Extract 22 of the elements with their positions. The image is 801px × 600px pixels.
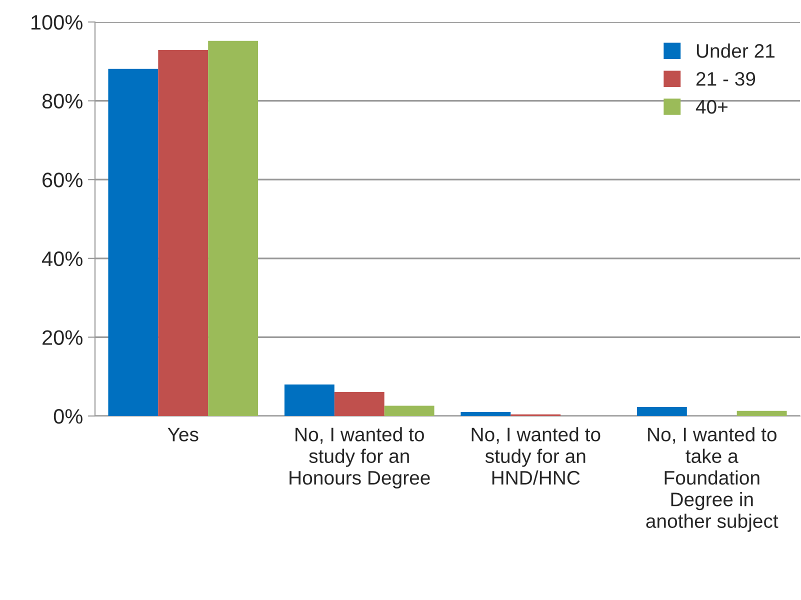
x-tick-label: No, I wanted to study for an Honours Degree <box>290 427 430 489</box>
bar <box>284 384 334 416</box>
x-tick-label: No, I wanted to study for an HND/HNC <box>472 427 600 485</box>
x-tick-label: Yes <box>168 428 198 442</box>
y-tick-label: 0% <box>54 409 82 424</box>
x-tick-label: No, I wanted to take a Foundation Degree in another subject <box>646 427 778 532</box>
legend-label: Under 21 <box>696 44 775 58</box>
bar <box>334 392 384 416</box>
bar <box>736 410 787 416</box>
y-tick-label: 80% <box>42 94 82 109</box>
bar <box>460 412 511 416</box>
bar <box>636 406 687 416</box>
bar <box>384 406 434 416</box>
legend-label: 40+ <box>696 100 728 114</box>
bar <box>108 68 158 416</box>
bar <box>158 50 208 416</box>
y-tick-label: 60% <box>42 172 82 188</box>
y-tick-label: 20% <box>42 330 82 345</box>
y-tick-label: 40% <box>42 251 82 266</box>
legend-label: 21 - 39 <box>696 72 756 86</box>
bar <box>208 40 258 416</box>
y-tick-label: 100% <box>32 15 82 30</box>
